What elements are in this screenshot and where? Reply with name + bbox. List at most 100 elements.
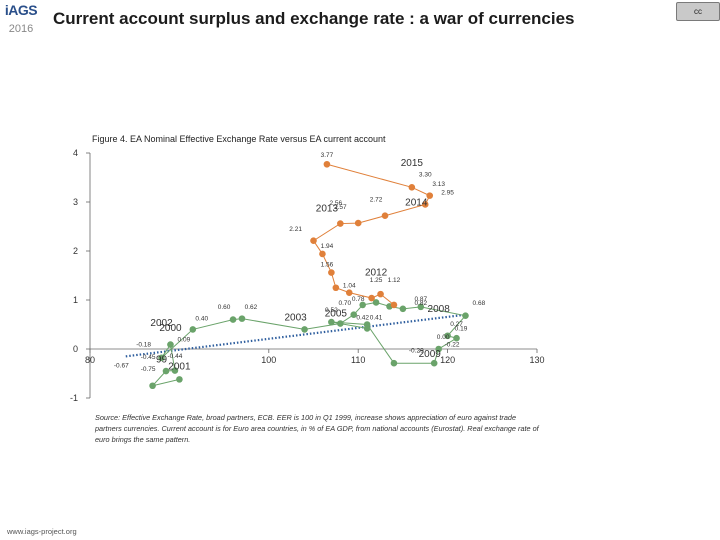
data-label: 2008 (428, 304, 451, 315)
series-point (345, 289, 353, 296)
series-point (158, 354, 165, 362)
data-label: -0.44 (168, 353, 183, 360)
series-point (372, 299, 380, 306)
series-point (408, 184, 416, 191)
data-label: -0.75 (141, 366, 156, 373)
y-tick-label: 1 (73, 295, 78, 305)
data-label: 99 (156, 355, 168, 366)
series-point (332, 284, 340, 292)
x-tick-label: 100 (261, 355, 276, 365)
website-link[interactable]: www.iags-project.org (7, 527, 77, 536)
data-label: 2003 (284, 313, 307, 324)
logo-year: 2016 (8, 23, 34, 35)
data-label: 0.87 (414, 296, 427, 303)
series-point (229, 316, 237, 323)
x-tick-label: 110 (351, 355, 365, 365)
data-label: -0.67 (114, 363, 129, 370)
creative-commons-badge-icon: cc (676, 2, 720, 21)
series-point (426, 192, 434, 199)
data-label: 1.94 (321, 243, 334, 250)
series-point (171, 367, 179, 374)
series-point (189, 326, 197, 333)
series-point (453, 334, 460, 342)
data-label: 0.00 (437, 334, 450, 341)
series-point (337, 320, 344, 327)
series-point (319, 250, 326, 258)
series-point (238, 315, 246, 322)
data-label: 0.42 (356, 315, 369, 322)
series-point (310, 237, 317, 245)
data-label: -0.22 (445, 342, 460, 349)
data-label: 0.09 (178, 337, 191, 344)
series-point (435, 345, 442, 353)
data-label: 3.77 (321, 152, 334, 159)
iags-logo: iAGS 2016 (2, 2, 40, 35)
data-label: 2.56 (330, 200, 343, 207)
data-label: 2005 (325, 309, 348, 320)
data-label: 2000 (159, 323, 182, 334)
series-point (167, 341, 174, 348)
data-label: 1.04 (343, 282, 356, 289)
data-label: 1.12 (388, 277, 401, 284)
data-label: 3.30 (419, 172, 432, 179)
series-point (149, 382, 156, 390)
data-label: 0.78 (352, 296, 365, 303)
series-point (354, 219, 362, 227)
series-point (377, 290, 384, 298)
series-point (430, 359, 438, 367)
source-note: Source: Effective Exchange Rate, broad p… (95, 413, 539, 444)
y-tick-label: 4 (73, 148, 78, 158)
y-tick-label: -1 (70, 393, 78, 403)
data-label: 3.13 (432, 181, 445, 188)
data-label: -0.18 (136, 342, 151, 349)
data-label: -0.29 (409, 347, 424, 354)
data-label: 0.60 (218, 304, 231, 311)
series-point (368, 294, 375, 302)
data-label: 2.57 (334, 204, 347, 211)
slide-title: Current account surplus and exchange rat… (53, 9, 575, 28)
chart-axes: -1 0 1 2 3 4 80 100 110 120 130 (70, 148, 545, 403)
series-group (149, 160, 469, 390)
series-point (162, 367, 170, 375)
series-point (462, 312, 469, 319)
series-point (350, 311, 358, 319)
series-point (390, 301, 398, 309)
data-label: 2.21 (289, 226, 302, 233)
data-label: 0.70 (338, 300, 351, 307)
series-point (301, 326, 308, 333)
x-tick-label: 120 (440, 355, 455, 365)
y-tick-label: 2 (73, 246, 78, 256)
data-label: 2009 (419, 349, 442, 360)
data-label: 2012 (365, 268, 388, 279)
series-point (323, 160, 331, 168)
data-label: 0.62 (245, 304, 258, 311)
series-point (337, 220, 344, 227)
series-point (390, 359, 398, 367)
data-label: 1.56 (321, 262, 334, 269)
data-label: 2.72 (370, 197, 383, 204)
data-label: 2015 (401, 158, 424, 169)
x-tick-label: 80 (85, 355, 95, 365)
series-point (381, 212, 389, 220)
data-label: 0.68 (473, 300, 486, 307)
series-point (363, 325, 371, 332)
data-labels-group: 3.77 2015 3.303.13 2.95 2.72 2014 2.562.572013… (114, 152, 486, 373)
series-point (444, 332, 451, 340)
series-point (421, 201, 429, 208)
series-point (328, 269, 335, 276)
data-label: -0.45 (141, 354, 156, 361)
series-point (399, 305, 407, 313)
series-point (359, 301, 366, 309)
data-label: 0.27 (450, 321, 463, 328)
data-label: 1.25 (370, 277, 383, 284)
y-tick-label: 3 (73, 197, 78, 207)
data-label: 0.40 (195, 316, 208, 323)
series-point (417, 303, 425, 311)
trendline-group (125, 313, 466, 358)
data-label: 2014 (405, 197, 428, 208)
data-label: 0.19 (455, 325, 468, 332)
chart-title: Figure 4. EA Nominal Effective Exchange … (92, 134, 386, 144)
data-label: 2001 (168, 362, 191, 373)
data-label: 0.41 (370, 315, 383, 322)
